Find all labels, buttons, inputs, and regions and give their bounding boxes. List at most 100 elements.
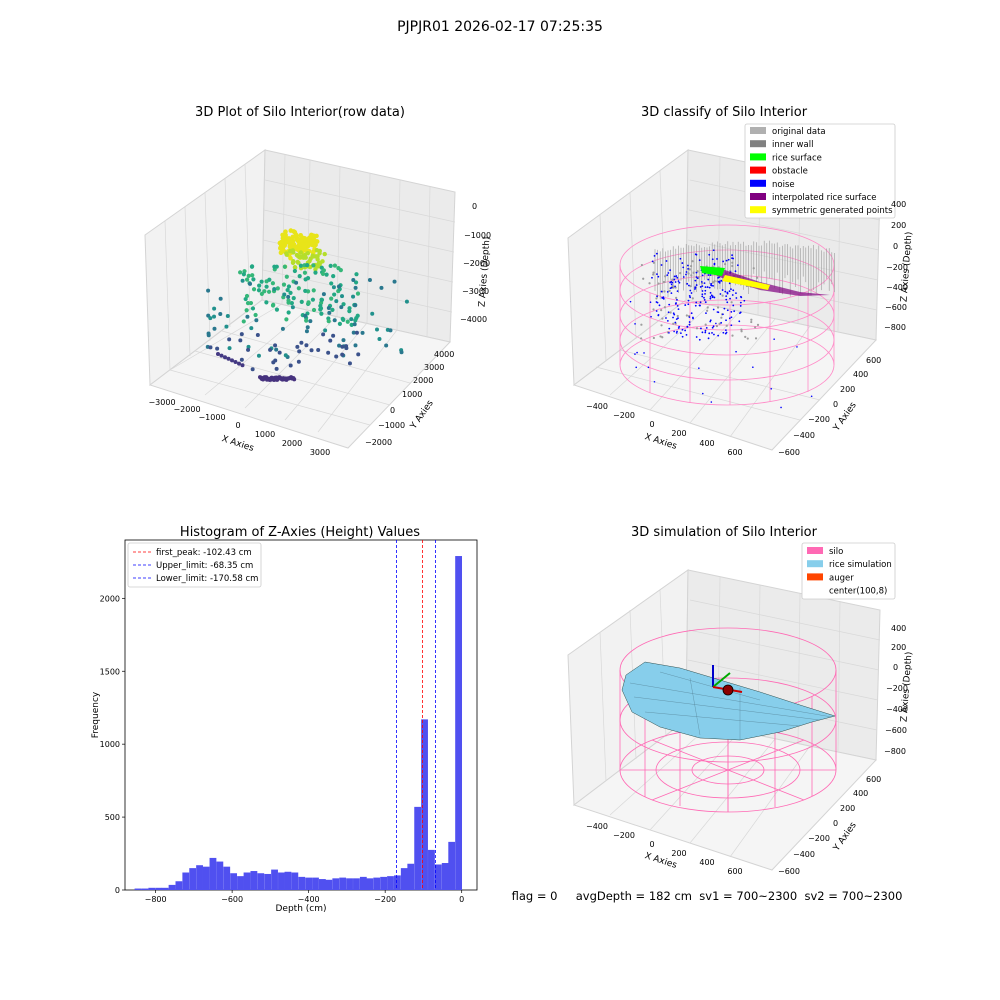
- original-point: [671, 284, 674, 288]
- raw-x-tick: −3000: [148, 398, 175, 407]
- raw-point: [245, 301, 251, 306]
- classify-title: 3D classify of Silo Interior: [641, 105, 808, 120]
- noise-point: [728, 317, 731, 320]
- classify-z-tick: 200: [891, 221, 906, 230]
- raw-point: [282, 264, 287, 269]
- raw-point: [271, 302, 276, 307]
- histogram-bar: [318, 879, 326, 890]
- noise-point: [687, 299, 690, 302]
- histogram-bar: [366, 878, 374, 890]
- raw-point: [319, 297, 324, 302]
- noise-point: [676, 298, 678, 301]
- raw-point: [336, 266, 341, 271]
- noise-point: [695, 336, 698, 338]
- raw-z-tick: −3000: [462, 287, 489, 296]
- classify-y-tick: −200: [808, 415, 830, 424]
- raw-point: [340, 352, 345, 357]
- noise-point: [698, 338, 701, 341]
- original-point: [718, 322, 721, 325]
- original-point: [657, 282, 660, 285]
- raw-point: [308, 319, 313, 324]
- raw-point: [280, 326, 285, 331]
- classify-rice-surface-band: [700, 268, 830, 296]
- raw-point: [299, 238, 305, 243]
- original-point: [706, 306, 709, 309]
- noise-point: [701, 274, 704, 277]
- histogram-x-tick-label: −400: [298, 895, 320, 904]
- noise-point: [647, 366, 650, 369]
- noise-point: [712, 249, 715, 252]
- raw-point: [367, 278, 372, 283]
- noise-point: [687, 268, 689, 270]
- histogram-bar: [182, 872, 190, 890]
- raw-point: [225, 314, 230, 319]
- raw-point: [334, 354, 339, 359]
- noise-point: [665, 317, 667, 319]
- histogram-x-tick-label: −800: [145, 895, 167, 904]
- raw-point: [296, 242, 302, 248]
- raw-point: [332, 292, 337, 297]
- raw-point: [271, 360, 276, 365]
- panel-raw-scatter: 3D Plot of Silo Interior(row data): [144, 105, 492, 457]
- original-point: [642, 277, 645, 280]
- noise-point: [716, 258, 718, 260]
- raw-point: [282, 292, 287, 297]
- raw-point: [356, 352, 361, 357]
- raw-point: [216, 352, 220, 356]
- raw-point: [315, 257, 320, 262]
- raw-point: [309, 348, 314, 353]
- raw-point: [344, 346, 349, 351]
- noise-point: [705, 326, 708, 329]
- original-point: [744, 335, 747, 338]
- classify-x-tick: −200: [613, 411, 635, 420]
- raw-point: [257, 283, 262, 288]
- classify-legend-swatch: [750, 140, 766, 148]
- raw-point: [310, 297, 316, 302]
- raw-point: [351, 330, 356, 335]
- histogram-bar: [237, 876, 244, 890]
- raw-point: [283, 229, 288, 235]
- classify-y-tick: 400: [853, 370, 868, 379]
- noise-point: [666, 274, 669, 277]
- raw-point: [267, 277, 272, 282]
- raw-point: [312, 241, 317, 246]
- raw-point: [354, 330, 359, 335]
- raw-point: [284, 274, 289, 279]
- noise-point: [649, 301, 652, 304]
- simulation-x-ticks: −400 −200 0 200 400 600: [586, 822, 743, 876]
- raw-point: [248, 281, 253, 286]
- raw-point: [404, 299, 409, 304]
- raw-point: [307, 238, 313, 244]
- original-point: [720, 316, 723, 319]
- raw-point: [219, 353, 224, 358]
- raw-point: [224, 324, 229, 329]
- raw-point: [286, 236, 291, 242]
- raw-scatter-ylabel: Y Axies: [408, 398, 436, 431]
- noise-point: [730, 324, 733, 327]
- raw-point: [314, 248, 320, 253]
- raw-point: [351, 278, 356, 283]
- raw-z-tick: −4000: [460, 315, 487, 324]
- histogram-x-tick-label: −200: [374, 895, 396, 904]
- raw-point: [297, 349, 302, 354]
- raw-point: [331, 285, 336, 290]
- noise-point: [673, 330, 675, 333]
- raw-point: [377, 337, 382, 342]
- raw-point: [309, 232, 314, 238]
- histogram-bar: [353, 878, 360, 890]
- noise-point: [685, 333, 688, 336]
- noise-point: [732, 289, 735, 292]
- raw-point: [274, 347, 279, 352]
- classify-legend-swatch: [750, 153, 766, 161]
- original-point: [652, 273, 655, 276]
- noise-point: [743, 299, 746, 302]
- simulation-legend: silo rice simulation auger center(100,8): [801, 542, 896, 600]
- raw-point: [304, 343, 309, 348]
- raw-point: [283, 240, 289, 245]
- noise-point: [650, 315, 652, 318]
- noise-point: [677, 317, 679, 319]
- noise-point: [711, 258, 714, 261]
- noise-point: [684, 329, 687, 332]
- noise-point: [690, 312, 693, 315]
- classify-y-tick: 200: [840, 385, 855, 394]
